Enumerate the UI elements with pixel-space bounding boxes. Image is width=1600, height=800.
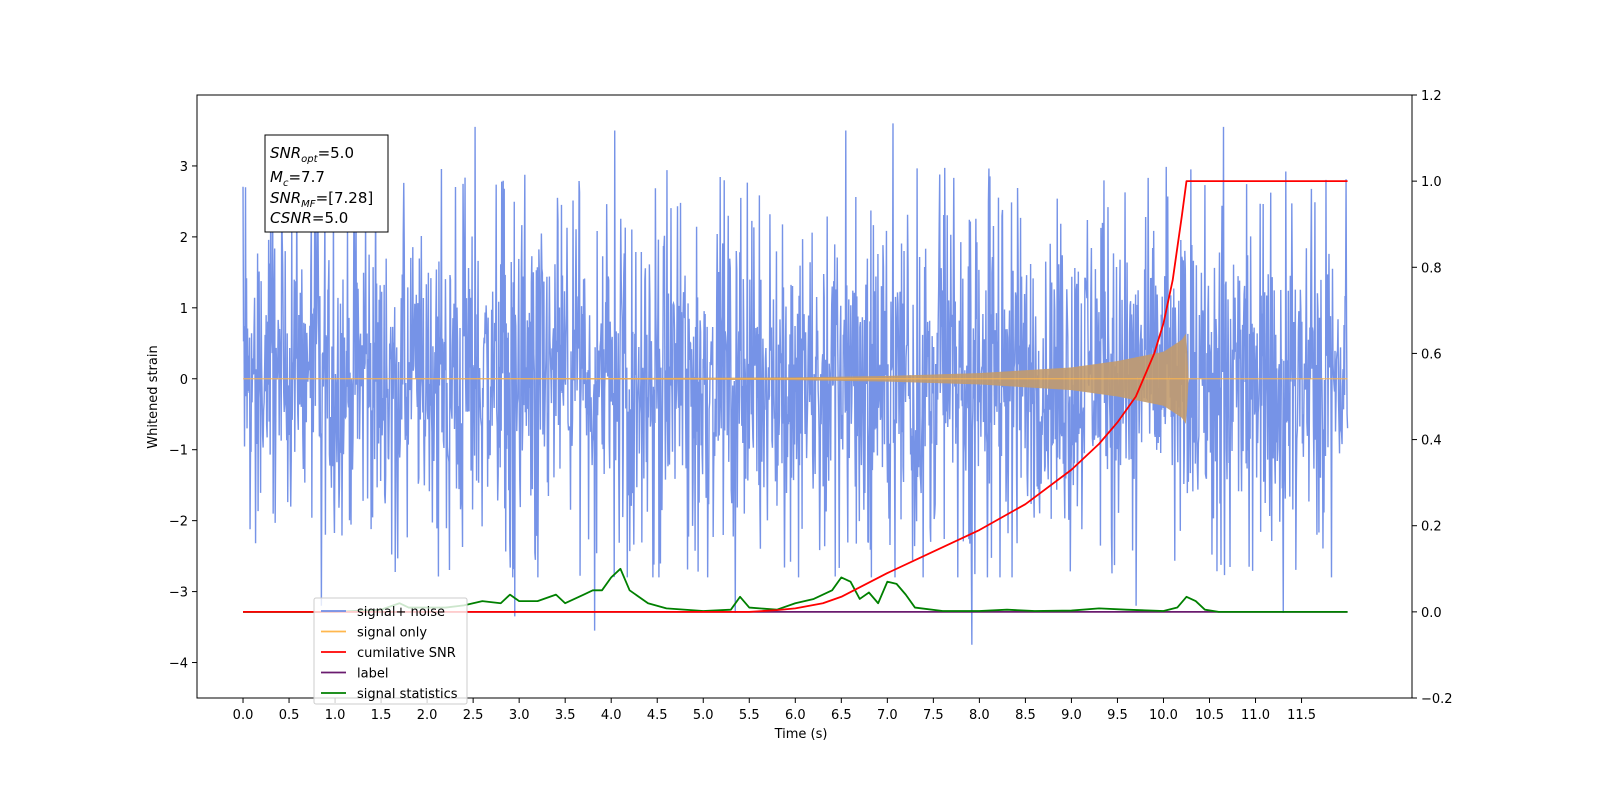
- x-tick-label: 0.0: [233, 708, 254, 723]
- y-tick-label-right: 0.0: [1421, 606, 1442, 621]
- y-tick-label-left: −1: [169, 444, 188, 459]
- x-tick-label: 2.0: [417, 708, 438, 723]
- y-tick-label-right: 0.8: [1421, 261, 1442, 276]
- x-tick-label: 11.5: [1287, 708, 1316, 723]
- x-tick-label: 7.5: [923, 708, 944, 723]
- x-tick-label: 8.5: [1015, 708, 1036, 723]
- y-tick-label-right: −0.2: [1421, 692, 1453, 707]
- y-tick-label-left: 2: [180, 231, 188, 246]
- x-tick-label: 0.5: [279, 708, 300, 723]
- x-tick-label: 4.0: [601, 708, 622, 723]
- legend-label-text: label: [357, 667, 388, 682]
- info-snr-opt: SNRopt=5.0: [270, 144, 354, 165]
- x-tick-label: 3.0: [509, 708, 530, 723]
- x-tick-label: 10.0: [1149, 708, 1178, 723]
- x-tick-label: 9.5: [1107, 708, 1128, 723]
- x-axis-label: Time (s): [774, 727, 828, 742]
- x-tick-label: 6.0: [785, 708, 806, 723]
- info-box-frame: [264, 134, 389, 233]
- legend-signal-noise-text: signal+ noise: [357, 605, 445, 620]
- plot-area: [242, 123, 1349, 645]
- y-tick-label-left: −3: [169, 586, 188, 601]
- x-tick-label: 5.5: [739, 708, 760, 723]
- y-tick-label-right: 0.4: [1421, 434, 1442, 449]
- y-tick-label-left: −2: [169, 515, 188, 530]
- x-tick-label: 2.5: [463, 708, 484, 723]
- x-tick-label: 10.5: [1195, 708, 1224, 723]
- legend-signal-statistics-text: signal statistics: [357, 687, 458, 702]
- y-tick-label-left: −4: [169, 657, 188, 672]
- x-tick-label: 3.5: [555, 708, 576, 723]
- legend: signal+ noise signal only cumilative SNR la…: [313, 597, 468, 705]
- x-tick-label: 1.5: [371, 708, 392, 723]
- y-tick-label-right: 0.6: [1421, 347, 1442, 362]
- x-tick-label: 4.5: [647, 708, 668, 723]
- x-tick-label: 9.0: [1061, 708, 1082, 723]
- x-tick-label: 5.0: [693, 708, 714, 723]
- x-tick-label: 1.0: [325, 708, 346, 723]
- legend-cumulative-snr-text: cumilative SNR: [357, 646, 456, 661]
- legend-signal-only-text: signal only: [357, 626, 427, 641]
- y-axis-label-left: Whitened strain: [146, 345, 161, 448]
- info-csnr: CSNR=5.0: [270, 209, 348, 227]
- axes: 0.0 0.5 1.0 1.5 2.0 2.5 3.0 3.5 4.0 4.5 5.0 5.5 6.0 6…: [169, 89, 1453, 723]
- y-tick-label-right: 1.0: [1421, 175, 1442, 190]
- legend-frame: [313, 597, 468, 705]
- x-tick-label: 7.0: [877, 708, 898, 723]
- info-snr-mf: SNRMF=[7.28]: [270, 189, 373, 210]
- axes-frame: [196, 94, 1413, 699]
- y-tick-label-right: 0.2: [1421, 520, 1442, 535]
- y-tick-label-left: 1: [180, 302, 188, 317]
- series-cumulative-snr: [243, 180, 1348, 613]
- y-tick-label-right: 1.2: [1421, 89, 1442, 104]
- info-box: SNRopt=5.0 Mc=7.7 SNRMF=[7.28] CSNR=5.0: [264, 134, 389, 233]
- x-tick-label: 6.5: [831, 708, 852, 723]
- x-tick-label: 11.0: [1241, 708, 1270, 723]
- x-tick-label: 8.0: [969, 708, 990, 723]
- info-chirp-mass: Mc=7.7: [270, 168, 325, 189]
- y-tick-label-left: 0: [180, 373, 188, 388]
- y-tick-label-left: 3: [180, 160, 188, 175]
